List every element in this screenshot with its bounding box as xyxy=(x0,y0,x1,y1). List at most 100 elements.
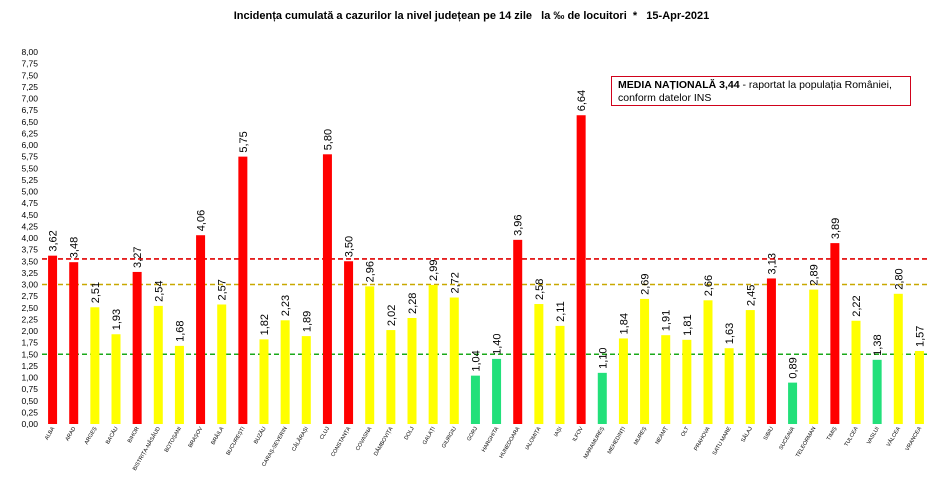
bar xyxy=(344,261,354,424)
bar-value-label: 2,80 xyxy=(893,268,905,289)
x-tick-label: HUNEDOARA xyxy=(499,426,522,460)
bar-value-label: 1,91 xyxy=(661,310,673,331)
x-tick-label: BUZĂU xyxy=(252,425,267,445)
bar-value-label: 2,22 xyxy=(851,295,863,316)
bar xyxy=(217,304,227,424)
x-tick-label: BACĂU xyxy=(104,425,120,445)
x-tick-label: BOTOȘANI xyxy=(164,426,184,454)
bar-value-label: 5,75 xyxy=(238,131,250,152)
y-tick-label: 6,00 xyxy=(21,140,38,150)
y-tick-label: 1,75 xyxy=(21,338,38,348)
y-tick-label: 4,25 xyxy=(21,221,38,231)
bar-value-label: 4,06 xyxy=(196,210,208,231)
bar-value-label: 3,50 xyxy=(344,236,356,257)
bar xyxy=(280,320,290,424)
y-tick-label: 0,75 xyxy=(21,384,38,394)
bar xyxy=(365,286,375,424)
bar xyxy=(259,339,269,424)
bar xyxy=(724,348,734,424)
bar xyxy=(132,271,142,424)
bar xyxy=(111,334,121,424)
y-tick-label: 8,00 xyxy=(21,47,38,57)
bar xyxy=(513,239,523,424)
x-tick-label: SĂLAJ xyxy=(740,425,755,443)
bar xyxy=(534,304,544,424)
bar xyxy=(576,115,586,425)
bar-value-label: 1,04 xyxy=(470,350,482,371)
x-tick-label: CĂLĂRAȘI xyxy=(290,425,310,452)
bar xyxy=(322,154,332,425)
x-tick-label: PRAHOVA xyxy=(693,426,712,452)
y-tick-label: 3,75 xyxy=(21,245,38,255)
bar xyxy=(618,338,628,424)
bar-value-label: 1,81 xyxy=(682,314,694,335)
x-tick-label: MUREȘ xyxy=(633,426,648,446)
bar-value-label: 1,84 xyxy=(618,313,630,334)
threshold-lines xyxy=(42,258,930,356)
x-tick-label: CONSTANȚA xyxy=(330,426,352,458)
bar-value-label: 1,40 xyxy=(492,333,504,354)
x-tick-label: MARAMUREȘ xyxy=(583,426,606,460)
y-tick-label: 2,00 xyxy=(21,326,38,336)
y-tick-label: 2,50 xyxy=(21,303,38,313)
x-tick-label: BRĂILA xyxy=(210,425,226,446)
y-tick-label: 1,50 xyxy=(21,349,38,359)
x-tick-label: BIHOR xyxy=(127,426,141,444)
x-tick-label: SATU MARE xyxy=(712,426,733,457)
bar-value-label: 1,57 xyxy=(914,326,926,347)
bar-value-label: 2,66 xyxy=(703,275,715,296)
x-tick-label: CLUJ xyxy=(319,426,331,441)
bar xyxy=(196,235,206,424)
y-tick-label: 7,25 xyxy=(21,82,38,92)
y-tick-label: 6,50 xyxy=(21,117,38,127)
y-tick-label: 3,00 xyxy=(21,280,38,290)
bar xyxy=(238,156,248,424)
value-labels: 3,62 3,48 2,51 1,93 3,27 2,54 1,68 4,06 2,57 5,75… xyxy=(48,90,927,379)
bar xyxy=(153,305,163,424)
bar xyxy=(682,339,692,424)
x-tick-label: SUCEAVA xyxy=(778,426,796,451)
x-tick-label: VÂLCEA xyxy=(885,425,902,448)
national-average-value: MEDIA NAȚIONALĂ 3,44 xyxy=(618,79,740,91)
x-tick-label: IAȘI xyxy=(553,426,564,438)
bar xyxy=(69,262,79,424)
bar xyxy=(893,293,903,424)
x-tick-label: DOLJ xyxy=(404,426,416,441)
bar-value-label: 1,38 xyxy=(872,334,884,355)
bar xyxy=(386,330,396,424)
y-tick-label: 5,75 xyxy=(21,152,38,162)
y-tick-label: 7,75 xyxy=(21,59,38,69)
x-tick-label: GALAȚI xyxy=(422,426,437,446)
y-tick-label: 3,25 xyxy=(21,268,38,278)
x-tick-label: VRANCEA xyxy=(905,426,924,452)
x-tick-label: GORJ xyxy=(466,426,479,442)
x-tick-label: NEAMȚ xyxy=(655,425,670,445)
x-tick-label: TULCEA xyxy=(844,426,860,448)
bar xyxy=(766,278,776,424)
bar-value-label: 2,99 xyxy=(428,260,440,281)
chart-title: Incidența cumulată a cazurilor la nivel … xyxy=(233,10,710,22)
bar xyxy=(661,335,671,424)
bar-value-label: 2,57 xyxy=(217,279,229,300)
national-average-note: MEDIA NAȚIONALĂ 3,44 - raportat la popul… xyxy=(611,76,911,106)
bar-value-label: 3,96 xyxy=(513,214,525,235)
x-tick-label: ARAD xyxy=(65,426,78,442)
bar xyxy=(788,382,798,424)
x-tick-label: BRAȘOV xyxy=(188,426,205,449)
x-tick-label: MEHEDINȚI xyxy=(607,426,628,456)
y-tick-label: 6,25 xyxy=(21,128,38,138)
x-tick-label: IALOMIȚA xyxy=(525,426,543,452)
x-tick-label: ILFOV xyxy=(572,426,585,443)
bar-value-label: 1,68 xyxy=(174,320,186,341)
x-tick-label: BUCUREȘTI xyxy=(226,426,247,457)
bar-value-label: 5,80 xyxy=(322,129,334,150)
y-tick-label: 3,50 xyxy=(21,256,38,266)
bar-value-label: 2,51 xyxy=(90,282,102,303)
bar-value-label: 1,93 xyxy=(111,309,123,330)
bar xyxy=(90,307,100,424)
bar xyxy=(301,336,311,424)
y-tick-label: 5,50 xyxy=(21,163,38,173)
y-tick-label: 2,75 xyxy=(21,291,38,301)
